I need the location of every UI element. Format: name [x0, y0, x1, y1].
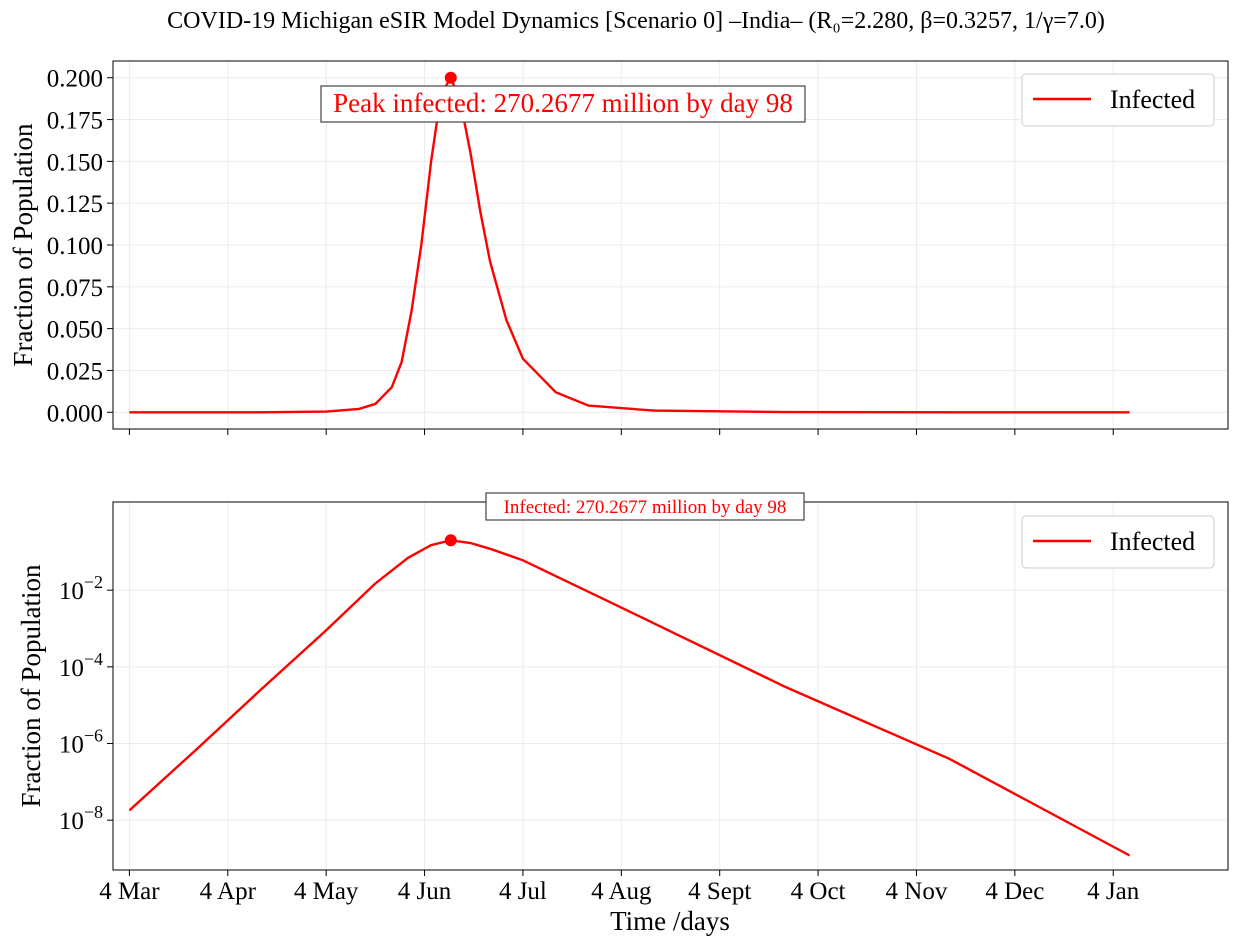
- bottom-x-tick-label: 4 Jul: [499, 878, 547, 905]
- top-y-tick-label: 0.100: [47, 233, 103, 260]
- bottom-x-tick-label: 4 Nov: [886, 878, 948, 905]
- top-annotation-box: [320, 85, 806, 123]
- bottom-y-axis-label: Fraction of Population: [16, 564, 46, 807]
- bottom-y-ticks: 10−2 10−4 10−6 10−8: [59, 572, 113, 835]
- top-y-tick-label: 0.200: [47, 66, 103, 93]
- bottom-panel: 10−2 10−4 10−6 10−8 4 Mar 4 Apr 4 May 4 Jun 4 J…: [16, 492, 1229, 936]
- x-axis-label: Time /days: [610, 906, 730, 936]
- top-legend: Infected: [1021, 73, 1215, 127]
- bottom-x-tick-label: 4 Apr: [200, 878, 257, 905]
- bottom-x-tick-label: 4 Sept: [688, 878, 751, 905]
- top-panel: 0.000 0.025 0.050 0.075 0.100 0.125 0.150 0.175…: [8, 60, 1229, 435]
- top-y-tick-label: 0.050: [47, 317, 103, 344]
- top-y-tick-label: 0.025: [47, 358, 103, 385]
- bottom-peak-annotation: Infected: 270.2677 million by day 98: [485, 492, 805, 521]
- bottom-annotation-text: Infected: 270.2677 million by day 98: [504, 497, 787, 518]
- top-peak-marker: [444, 71, 457, 84]
- top-peak-annotation: Peak infected: 270.2677 million by day 9…: [320, 85, 806, 123]
- top-legend-box: [1021, 73, 1215, 127]
- bottom-x-tick-label: 4 Aug: [591, 878, 652, 905]
- top-legend-label: Infected: [1110, 85, 1195, 114]
- bottom-legend-box: [1021, 515, 1215, 569]
- bottom-x-tick-label: 4 Oct: [791, 878, 846, 905]
- bottom-x-tick-label: 4 May: [294, 878, 359, 905]
- top-y-tick-label: 0.150: [47, 149, 103, 176]
- bottom-annotation-box: [485, 492, 805, 521]
- top-y-tick-label: 0.000: [47, 400, 103, 427]
- bottom-y-tick-label: 10−6: [59, 726, 103, 759]
- top-annotation-text: Peak infected: 270.2677 million by day 9…: [333, 88, 793, 118]
- bottom-y-tick-label: 10−2: [59, 572, 103, 605]
- bottom-x-tick-label: 4 Mar: [99, 878, 160, 905]
- top-y-tick-label: 0.075: [47, 275, 103, 302]
- top-x-ticks: [128, 429, 1114, 435]
- top-y-axis-label: Fraction of Population: [8, 123, 38, 366]
- bottom-infected-line: [128, 539, 1131, 857]
- bottom-peak-marker: [444, 534, 457, 547]
- bottom-legend-label: Infected: [1110, 527, 1195, 556]
- bottom-x-tick-label: 4 Dec: [985, 878, 1044, 905]
- top-y-ticks: 0.000 0.025 0.050 0.075 0.100 0.125 0.150 0.175…: [47, 66, 113, 427]
- figure-title: COVID-19 Michigan eSIR Model Dynamics [S…: [167, 8, 1105, 34]
- bottom-x-ticks: 4 Mar 4 Apr 4 May 4 Jun 4 Jul 4 Aug 4 Sept 4 Oc…: [99, 870, 1140, 905]
- bottom-x-tick-label: 4 Jun: [398, 878, 452, 905]
- bottom-y-tick-label: 10−8: [59, 802, 103, 835]
- top-y-tick-label: 0.175: [47, 108, 103, 135]
- bottom-y-tick-label: 10−4: [59, 649, 103, 682]
- bottom-legend: Infected: [1021, 515, 1215, 569]
- top-y-tick-label: 0.125: [47, 191, 103, 218]
- bottom-x-tick-label: 4 Jan: [1087, 878, 1140, 905]
